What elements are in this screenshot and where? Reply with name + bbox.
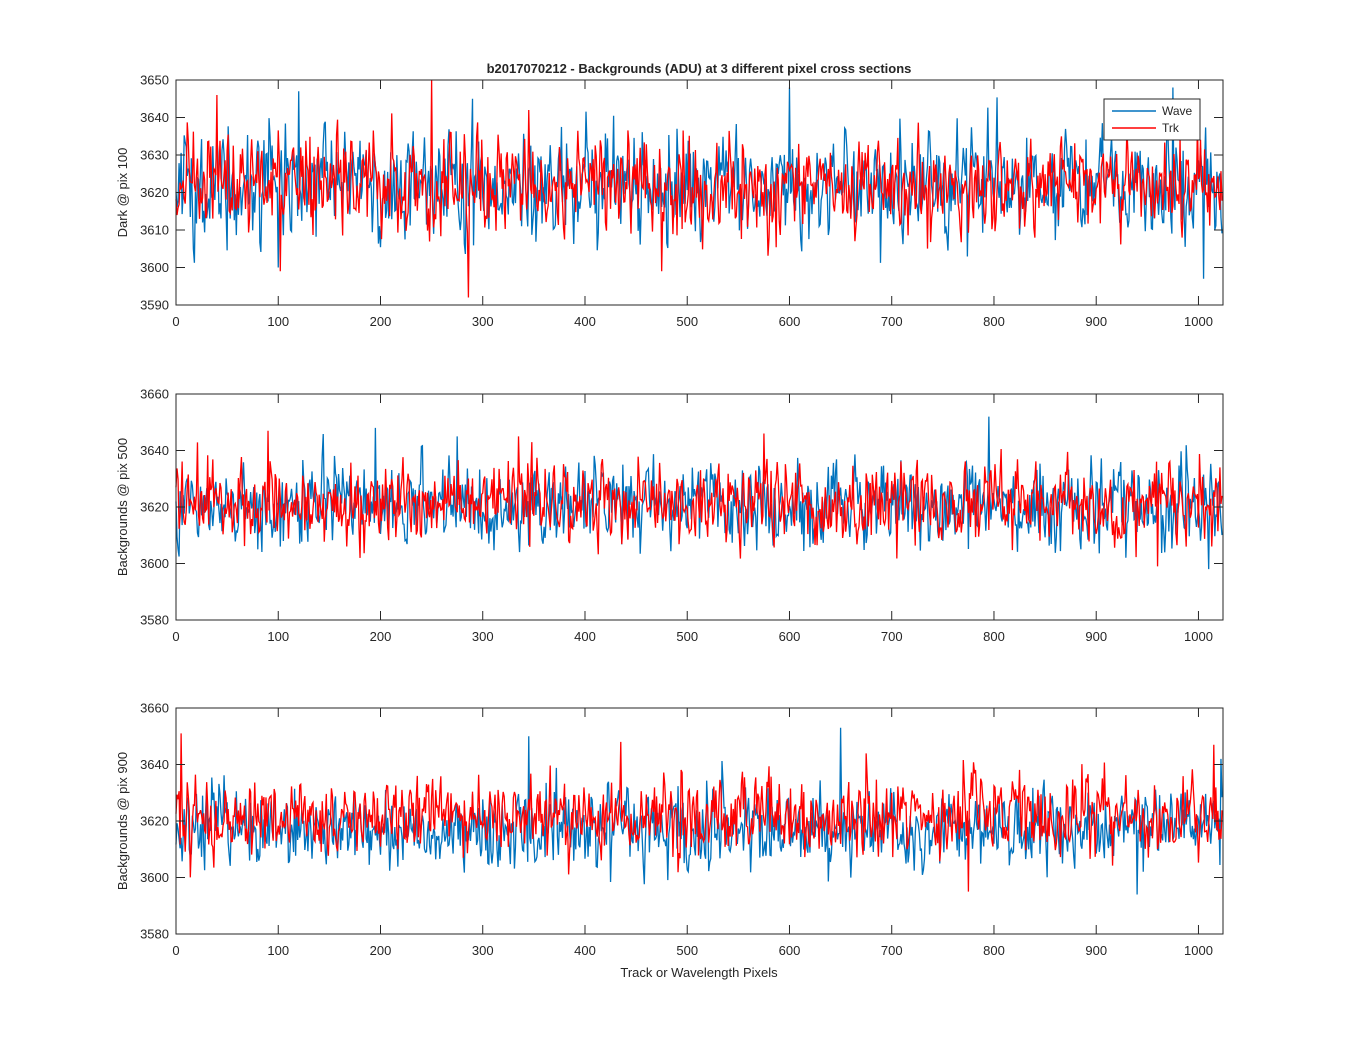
x-tick-label: 100 [267, 629, 289, 644]
x-tick-label: 600 [779, 629, 801, 644]
y-tick-label: 3580 [140, 927, 169, 942]
legend-label: Wave [1162, 104, 1193, 118]
subplot-3: 0 100 200 300 400 500 600 700 800 900 1000 3580 3600… [115, 701, 1224, 958]
x-tick-label: 900 [1085, 943, 1107, 958]
x-tick-label: 300 [472, 943, 494, 958]
x-tick-label: 1000 [1184, 314, 1213, 329]
legend-item-wave[interactable]: Wave [1112, 104, 1193, 118]
y-axis-label: Dark @ pix 100 [115, 148, 130, 238]
x-tick-label: 1000 [1184, 629, 1213, 644]
y-tick-label: 3660 [140, 387, 169, 402]
x-tick-label: 700 [881, 629, 903, 644]
y-tick-label: 3610 [140, 223, 169, 238]
x-axis-label: Track or Wavelength Pixels [620, 965, 778, 980]
x-tick-label: 800 [983, 314, 1005, 329]
legend[interactable]: Wave Trk [1103, 98, 1201, 141]
x-tick-label: 200 [370, 943, 392, 958]
x-tick-label: 100 [267, 314, 289, 329]
x-tick-label: 0 [172, 629, 179, 644]
x-tick-label: 400 [574, 943, 596, 958]
y-tick-label: 3620 [140, 500, 169, 515]
x-tick-label: 400 [574, 629, 596, 644]
subplot-2: 0 100 200 300 400 500 600 700 800 900 1000 3580 3600… [115, 387, 1224, 644]
figure-title: b2017070212 - Backgrounds (ADU) at 3 dif… [487, 61, 912, 76]
y-axis-label: Backgrounds @ pix 900 [115, 752, 130, 890]
y-tick-label: 3630 [140, 148, 169, 163]
x-tick-label: 600 [779, 314, 801, 329]
y-tick-label: 3600 [140, 556, 169, 571]
x-tick-label: 800 [983, 629, 1005, 644]
x-tick-label: 700 [881, 943, 903, 958]
y-tick-label: 3640 [140, 757, 169, 772]
series-line-trk [175, 430, 1223, 567]
x-tick-label: 800 [983, 943, 1005, 958]
legend-box [1103, 98, 1201, 141]
x-tick-label: 500 [676, 943, 698, 958]
legend-label: Trk [1162, 121, 1180, 135]
x-tick-label: 200 [370, 629, 392, 644]
x-tick-label: 900 [1085, 314, 1107, 329]
legend-item-trk[interactable]: Trk [1112, 121, 1180, 135]
y-tick-label: 3620 [140, 814, 169, 829]
y-tick-label: 3620 [140, 185, 169, 200]
x-tick-label: 400 [574, 314, 596, 329]
x-tick-label: 100 [267, 943, 289, 958]
y-tick-label: 3640 [140, 443, 169, 458]
y-tick-label: 3600 [140, 870, 169, 885]
series-line-trk [175, 733, 1223, 892]
subplot-1: 0 100 200 300 400 500 600 700 800 900 1000 3590 3600… [115, 73, 1224, 329]
x-tick-label: 500 [676, 629, 698, 644]
x-tick-label: 700 [881, 314, 903, 329]
x-tick-label: 0 [172, 314, 179, 329]
x-tick-label: 600 [779, 943, 801, 958]
y-tick-label: 3660 [140, 701, 169, 716]
x-tick-label: 500 [676, 314, 698, 329]
x-tick-label: 900 [1085, 629, 1107, 644]
subplots: 0 100 200 300 400 500 600 700 800 900 100035903600… [115, 73, 1224, 958]
x-tick-label: 1000 [1184, 943, 1213, 958]
x-tick-label: 300 [472, 314, 494, 329]
y-tick-label: 3590 [140, 298, 169, 313]
x-tick-label: 300 [472, 629, 494, 644]
y-tick-label: 3640 [140, 110, 169, 125]
series-line-trk [175, 79, 1223, 298]
x-tick-label: 200 [370, 314, 392, 329]
y-axis-label: Backgrounds @ pix 500 [115, 438, 130, 576]
x-tick-label: 0 [172, 943, 179, 958]
y-tick-label: 3650 [140, 73, 169, 88]
y-tick-label: 3580 [140, 613, 169, 628]
y-tick-label: 3600 [140, 260, 169, 275]
